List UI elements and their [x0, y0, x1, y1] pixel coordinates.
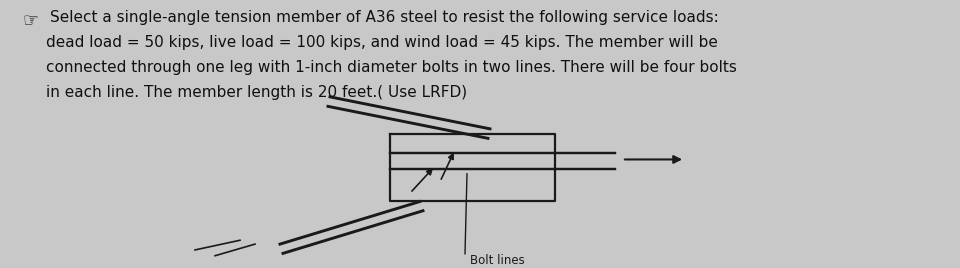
Text: in each line. The member length is 20 feet.( Use LRFD): in each line. The member length is 20 fe… — [46, 85, 468, 100]
Text: Bolt lines: Bolt lines — [470, 254, 525, 267]
Text: connected through one leg with 1-inch diameter bolts in two lines. There will be: connected through one leg with 1-inch di… — [46, 60, 737, 75]
Text: dead load = 50 kips, live load = 100 kips, and wind load = 45 kips. The member w: dead load = 50 kips, live load = 100 kip… — [46, 35, 718, 50]
Text: ☞: ☞ — [22, 12, 38, 30]
Text: Select a single-angle tension member of A36 steel to resist the following servic: Select a single-angle tension member of … — [50, 10, 719, 25]
